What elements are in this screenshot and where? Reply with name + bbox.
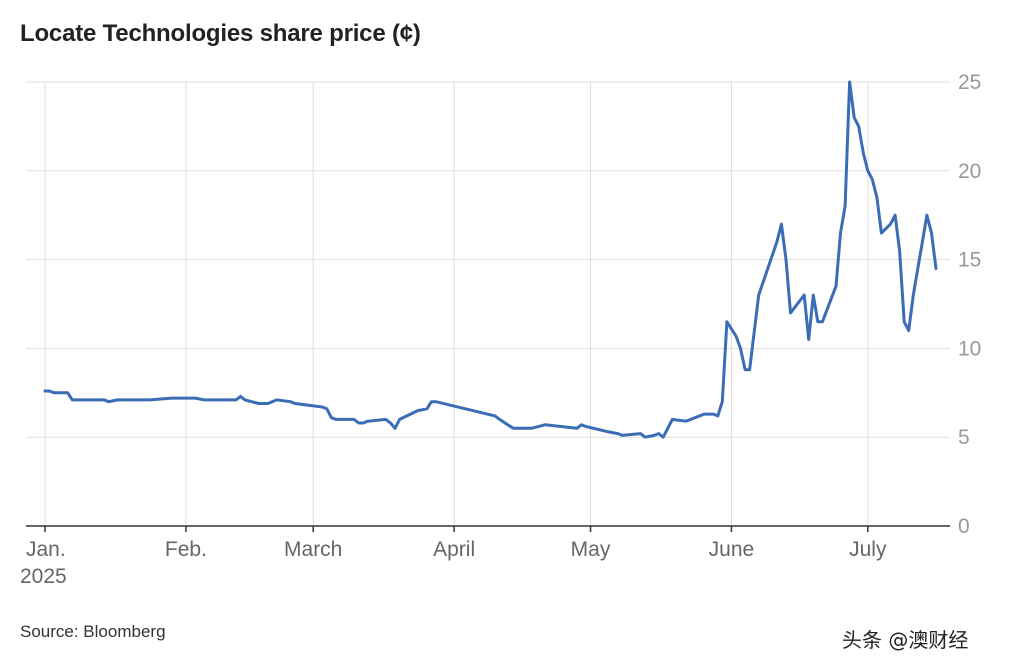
x-tick-label: Feb. [165,538,207,561]
x-axis-ticks: Jan. 2025 Feb. March April May June July [20,526,887,588]
x-tick-label: May [571,538,611,561]
x-tick-label: March [284,538,342,561]
x-tick-label: July [849,538,887,561]
watermark: 头条 @澳财经 [842,628,969,652]
y-tick-label: 15 [958,249,981,272]
y-tick-label: 20 [958,160,981,183]
chart-title: Locate Technologies share price (¢) [20,20,421,47]
y-axis-ticks: 0 5 10 15 20 25 [958,71,981,538]
y-tick-label: 25 [958,71,981,94]
y-tick-label: 5 [958,426,970,449]
x-tick-label: April [433,538,475,561]
y-tick-label: 10 [958,337,981,360]
gridlines [26,81,950,438]
x-tick-label: June [709,538,755,561]
x-tick-sublabel: 2025 [20,565,67,588]
y-tick-label: 0 [958,515,970,538]
source-note: Source: Bloomberg [20,622,166,641]
share-price-line [43,80,938,439]
x-gridlines [44,82,869,532]
x-tick-label: Jan. [26,538,66,561]
